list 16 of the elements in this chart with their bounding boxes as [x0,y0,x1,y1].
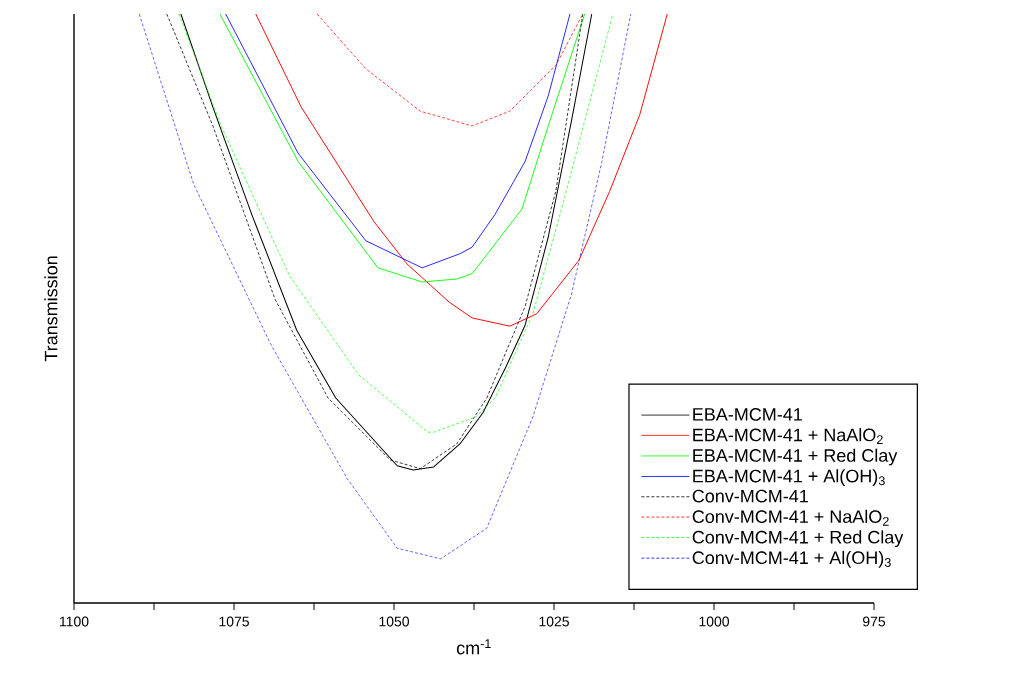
x-tick-label: 1100 [60,616,89,627]
legend-label: EBA-MCM-41 + Al(OH)$_{3}$ [693,469,885,486]
y-axis-title: Transmission [44,256,58,362]
x-tick-label: 1050 [379,616,410,627]
legend-label: Conv-MCM-41 + Red Clay [692,530,904,548]
legend-label: EBA-MCM-41 [693,408,802,421]
legend-label: EBA-MCM-41 + Red Clay [693,448,898,466]
x-tick-label: 1000 [699,616,730,627]
x-axis-title: cm$^{-1}$ [456,639,491,655]
legend-label: Conv-MCM-41 + Al(OH)$_{3}$ [692,550,891,568]
x-tick-label: 975 [862,616,886,627]
legend-label: Conv-MCM-41 [692,489,808,503]
legend-label: Conv-MCM-41 + NaAlO$_{2}$ [692,509,889,526]
legend-label: EBA-MCM-41 + NaAlO$_{2}$ [693,428,883,444]
x-tick-label: 1075 [219,616,249,627]
x-tick-label: 1025 [539,616,569,627]
